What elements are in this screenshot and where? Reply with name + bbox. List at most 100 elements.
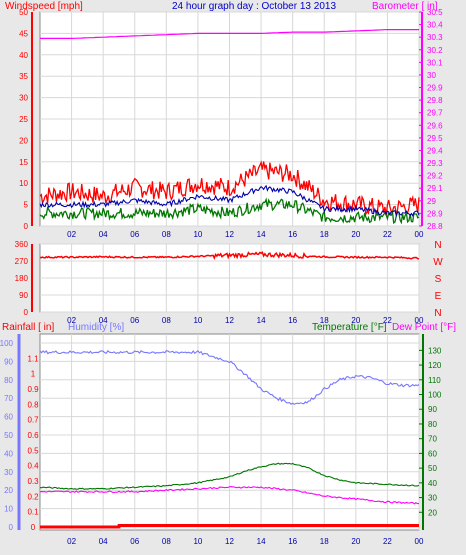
climate-x-tick-label: 22 — [383, 537, 392, 546]
barometer-tick-label: 29.6 — [427, 121, 443, 130]
temperature-tick-label: 90 — [428, 405, 437, 414]
barometer-tick-label: 30.4 — [427, 21, 443, 30]
humidity-tick-label: 10 — [4, 505, 13, 514]
direction-x-tick-label: 02 — [67, 316, 76, 325]
compass-label: W — [433, 257, 443, 268]
rainfall-tick-label: 0.7 — [27, 416, 39, 425]
barometer-tick-label: 30.5 — [427, 8, 443, 17]
humidity-tick-label: 70 — [4, 394, 13, 403]
barometer-tick-label: 29.4 — [427, 146, 443, 155]
direction-x-tick-label: 16 — [288, 316, 297, 325]
rainfall-tick-label: 0.9 — [27, 385, 39, 394]
dewpoint-series-line — [39, 486, 419, 505]
rainfall-series-line — [40, 524, 419, 529]
barometer-tick-label: 29 — [427, 197, 436, 206]
windspeed-tick-label: 15 — [19, 158, 28, 167]
climate-x-tick-label: 18 — [320, 537, 329, 546]
direction-x-tick-label: 08 — [162, 316, 171, 325]
barometer-tick-label: 28.8 — [427, 222, 443, 231]
compass-label: E — [435, 291, 442, 302]
barometer-tick-label: 29.5 — [427, 134, 443, 143]
temperature-tick-label: 30 — [428, 494, 437, 503]
barometer-series-line — [40, 29, 419, 39]
average-series-line — [39, 184, 420, 218]
direction-tick-label: 90 — [19, 291, 28, 300]
wind-x-tick-label: 20 — [351, 230, 360, 239]
humidity-series-line — [39, 349, 420, 405]
barometer-tick-label: 29.2 — [427, 172, 443, 181]
temperature-tick-label: 100 — [428, 391, 442, 400]
direction-x-tick-label: 20 — [351, 316, 360, 325]
direction-x-tick-label: 12 — [225, 316, 234, 325]
barometer-tick-label: 29.1 — [427, 184, 443, 193]
compass-label: N — [434, 240, 441, 251]
wind-x-tick-label: 00 — [415, 230, 424, 239]
barometer-axis-label: Barometer [ in] — [372, 1, 438, 12]
windspeed-tick-label: 35 — [19, 72, 28, 81]
humidity-tick-label: 60 — [4, 413, 13, 422]
windspeed-tick-label: 40 — [19, 51, 28, 60]
dewpoint-axis-label: Dew Point [°F] — [392, 322, 456, 333]
compass-label: N — [434, 308, 441, 319]
graph-title: 24 hour graph day : October 13 2013 — [172, 1, 336, 12]
gust-series-line — [39, 160, 420, 216]
temperature-axis-label: Temperature [°F] — [312, 322, 387, 333]
barometer-tick-label: 29.8 — [427, 96, 443, 105]
rainfall-tick-label: 0.4 — [27, 462, 39, 471]
direction-x-tick-label: 06 — [130, 316, 139, 325]
wind-x-tick-label: 18 — [320, 230, 329, 239]
climate-x-tick-label: 04 — [99, 537, 108, 546]
rainfall-tick-label: 1 — [31, 370, 36, 379]
windspeed-axis-label: Windspeed [mph] — [5, 1, 83, 12]
humidity-tick-label: 0 — [9, 523, 14, 532]
wind-x-tick-label: 12 — [225, 230, 234, 239]
rainfall-tick-label: 0.6 — [27, 431, 39, 440]
humidity-tick-label: 20 — [4, 486, 13, 495]
rainfall-tick-label: 0 — [31, 523, 36, 532]
windspeed-tick-label: 0 — [24, 222, 29, 231]
humidity-axis-label: Humidity [%] — [68, 322, 124, 333]
humidity-tick-label: 50 — [4, 431, 13, 440]
climate-x-tick-label: 14 — [257, 537, 266, 546]
windspeed-tick-label: 20 — [19, 136, 28, 145]
rainfall-tick-label: 0.5 — [27, 446, 39, 455]
wind-x-tick-label: 10 — [193, 230, 202, 239]
low-series-line — [39, 197, 420, 225]
rainfall-tick-label: 0.2 — [27, 492, 39, 501]
temperature-tick-label: 80 — [428, 420, 437, 429]
wind-x-tick-label: 06 — [130, 230, 139, 239]
humidity-tick-label: 30 — [4, 468, 13, 477]
climate-x-tick-label: 00 — [415, 537, 424, 546]
direction-x-tick-label: 22 — [383, 316, 392, 325]
wind-x-tick-label: 22 — [383, 230, 392, 239]
direction-tick-label: 0 — [24, 308, 29, 317]
direction-series-line — [39, 251, 420, 260]
temperature-tick-label: 20 — [428, 508, 437, 517]
windspeed-tick-label: 30 — [19, 94, 28, 103]
temperature-tick-label: 120 — [428, 361, 442, 370]
temperature-tick-label: 70 — [428, 435, 437, 444]
direction-x-tick-label: 14 — [257, 316, 266, 325]
rainfall-tick-label: 0.1 — [27, 508, 39, 517]
direction-tick-label: 360 — [15, 240, 29, 249]
temperature-series-line — [39, 462, 420, 490]
humidity-tick-label: 80 — [4, 376, 13, 385]
windspeed-tick-label: 5 — [24, 201, 29, 210]
climate-x-tick-label: 12 — [225, 537, 234, 546]
barometer-tick-label: 30.3 — [427, 33, 443, 42]
barometer-tick-label: 29.3 — [427, 159, 443, 168]
climate-x-tick-label: 02 — [67, 537, 76, 546]
temperature-tick-label: 50 — [428, 464, 437, 473]
wind-x-tick-label: 04 — [99, 230, 108, 239]
rainfall-tick-label: 0.3 — [27, 477, 39, 486]
climate-x-tick-label: 06 — [130, 537, 139, 546]
direction-x-tick-label: 00 — [415, 316, 424, 325]
compass-label: S — [435, 274, 442, 285]
barometer-tick-label: 29.7 — [427, 109, 443, 118]
temperature-tick-label: 60 — [428, 449, 437, 458]
temperature-tick-label: 40 — [428, 479, 437, 488]
chart-marks: 0510152025303540455028.828.92929.129.229… — [0, 8, 443, 546]
climate-x-tick-label: 20 — [351, 537, 360, 546]
humidity-tick-label: 40 — [4, 449, 13, 458]
